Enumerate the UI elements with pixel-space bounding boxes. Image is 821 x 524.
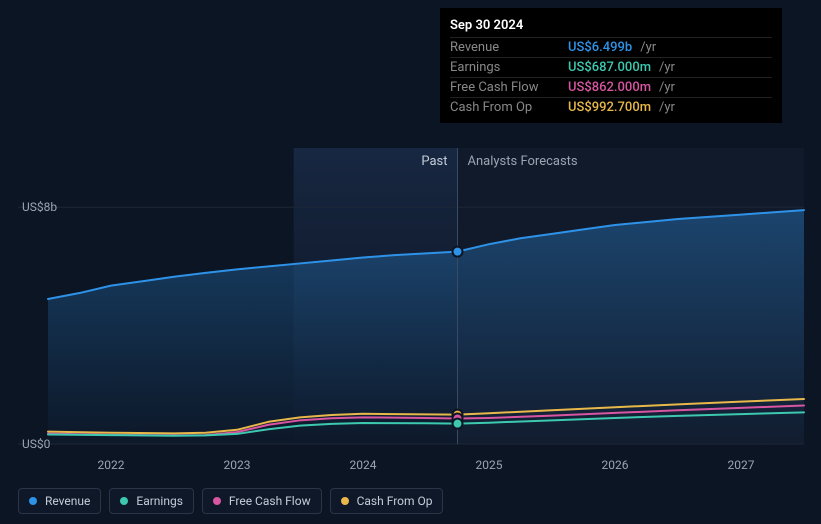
tooltip-date: Sep 30 2024: [450, 14, 772, 37]
period-label-forecast: Analysts Forecasts: [468, 154, 578, 169]
legend-item-earnings[interactable]: Earnings: [109, 488, 194, 514]
tooltip-row-label: Free Cash Flow: [450, 80, 560, 95]
legend-item-label: Free Cash Flow: [229, 494, 311, 508]
tooltip-row: Revenue US$6.499b/yr: [450, 37, 772, 57]
x-tick-label: 2023: [224, 458, 251, 472]
legend-dot-icon: [213, 497, 221, 505]
tooltip-row-label: Revenue: [450, 40, 560, 55]
legend-item-revenue[interactable]: Revenue: [18, 488, 101, 514]
financials-chart: Sep 30 2024 Revenue US$6.499b/yr Earnings U…: [0, 0, 821, 524]
chart-legend: Revenue Earnings Free Cash Flow Cash From O…: [18, 488, 443, 514]
tooltip-row-value: US$862.000m: [568, 80, 651, 95]
tooltip-row-unit: /yr: [659, 60, 675, 75]
tooltip-row: Free Cash Flow US$862.000m/yr: [450, 77, 772, 97]
tooltip-row-value: US$687.000m: [568, 60, 651, 75]
x-tick-label: 2025: [476, 458, 503, 472]
legend-item-label: Revenue: [45, 494, 90, 508]
tooltip-row-label: Earnings: [450, 60, 560, 75]
tooltip-row-label: Cash From Op: [450, 100, 560, 115]
legend-dot-icon: [120, 497, 128, 505]
x-tick-label: 2026: [602, 458, 629, 472]
legend-item-free-cash-flow[interactable]: Free Cash Flow: [202, 488, 322, 514]
x-tick-label: 2027: [728, 458, 755, 472]
y-tick-label: US$8b: [22, 200, 57, 214]
tooltip-row-value: US$992.700m: [568, 100, 651, 115]
legend-item-label: Earnings: [136, 494, 183, 508]
y-tick-label: US$0: [22, 437, 50, 451]
x-tick-label: 2024: [350, 458, 377, 472]
chart-plot-overlay[interactable]: Past Analysts Forecasts: [48, 148, 804, 444]
period-label-past: Past: [421, 154, 447, 169]
legend-item-label: Cash From Op: [357, 494, 433, 508]
tooltip-row: Cash From Op US$992.700m/yr: [450, 97, 772, 117]
x-tick-label: 2022: [98, 458, 125, 472]
legend-dot-icon: [29, 497, 37, 505]
chart-tooltip: Sep 30 2024 Revenue US$6.499b/yr Earnings U…: [440, 8, 782, 123]
tooltip-row-unit: /yr: [640, 40, 656, 55]
tooltip-row: Earnings US$687.000m/yr: [450, 57, 772, 77]
tooltip-row-value: US$6.499b: [568, 40, 632, 55]
legend-item-cash-from-op[interactable]: Cash From Op: [330, 488, 444, 514]
tooltip-row-unit: /yr: [659, 80, 675, 95]
tooltip-row-unit: /yr: [659, 100, 675, 115]
legend-dot-icon: [341, 497, 349, 505]
